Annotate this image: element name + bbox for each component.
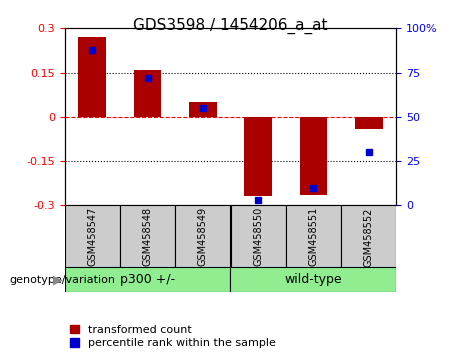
Bar [65, 267, 230, 292]
Text: GSM458552: GSM458552 [364, 207, 374, 267]
Bar [230, 267, 396, 292]
Bar [342, 205, 396, 267]
Bar [300, 117, 327, 195]
Text: GSM458547: GSM458547 [87, 207, 97, 267]
Bar [134, 70, 161, 117]
Legend: transformed count, percentile rank within the sample: transformed count, percentile rank withi… [70, 325, 276, 348]
Text: GSM458549: GSM458549 [198, 207, 208, 266]
Bar [355, 117, 383, 129]
Bar [286, 205, 341, 267]
Text: GSM458551: GSM458551 [308, 207, 319, 267]
Text: wild-type: wild-type [284, 273, 342, 286]
Text: GDS3598 / 1454206_a_at: GDS3598 / 1454206_a_at [133, 18, 328, 34]
Bar [231, 205, 285, 267]
Text: p300 +/-: p300 +/- [120, 273, 175, 286]
Text: ▶: ▶ [53, 273, 62, 286]
Bar [244, 117, 272, 196]
Bar [189, 102, 217, 117]
Bar [176, 205, 230, 267]
Text: genotype/variation: genotype/variation [9, 275, 115, 285]
Bar [65, 205, 119, 267]
Bar [120, 205, 175, 267]
Text: GSM458548: GSM458548 [142, 207, 153, 266]
Text: GSM458550: GSM458550 [253, 207, 263, 267]
Bar [78, 37, 106, 117]
